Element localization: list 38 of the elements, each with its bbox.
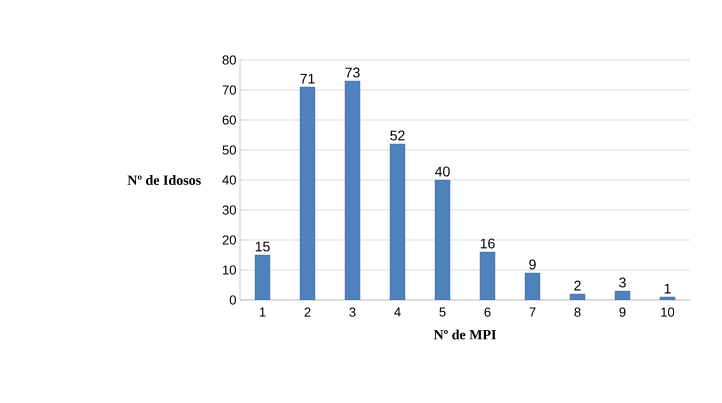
y-tick-label: 10 bbox=[223, 265, 236, 275]
x-tick-label: 4 bbox=[394, 308, 401, 316]
y-axis-title: Nº de Idosos bbox=[128, 175, 201, 185]
bar bbox=[390, 144, 406, 300]
data-label: 71 bbox=[300, 74, 315, 84]
x-tick-label: 1 bbox=[260, 308, 266, 316]
y-tick-label: 50 bbox=[222, 145, 236, 155]
data-label: 3 bbox=[619, 278, 626, 288]
data-label: 16 bbox=[480, 238, 495, 248]
x-axis-title: Nº de MPI bbox=[434, 330, 496, 340]
y-tick-label: 30 bbox=[222, 205, 236, 215]
x-tick-label: 5 bbox=[439, 308, 446, 317]
bar bbox=[300, 86, 316, 300]
x-tick-label: 8 bbox=[574, 308, 581, 317]
data-label: 73 bbox=[345, 68, 360, 78]
y-tick-label: 0 bbox=[230, 295, 236, 305]
y-tick-label: 60 bbox=[222, 115, 236, 125]
data-label: 15 bbox=[256, 242, 270, 252]
x-tick-label: 3 bbox=[349, 308, 356, 317]
x-tick-label: 2 bbox=[304, 308, 310, 317]
x-tick-label: 10 bbox=[661, 308, 674, 317]
data-label: 2 bbox=[574, 280, 581, 290]
y-tick-label: 40 bbox=[222, 175, 236, 185]
x-tick-label: 7 bbox=[530, 308, 536, 316]
bar bbox=[434, 180, 450, 300]
bar bbox=[344, 80, 360, 300]
bar bbox=[254, 254, 270, 300]
y-tick-label: 80 bbox=[222, 55, 236, 65]
bar bbox=[524, 272, 540, 300]
x-tick-label: 6 bbox=[484, 308, 491, 317]
data-label: 52 bbox=[390, 130, 405, 140]
data-label: 40 bbox=[435, 166, 450, 176]
data-label: 9 bbox=[529, 260, 536, 270]
y-tick-label: 20 bbox=[222, 235, 236, 245]
bar bbox=[480, 252, 496, 300]
data-label: 1 bbox=[664, 284, 671, 294]
y-tick-label: 70 bbox=[222, 85, 236, 95]
x-tick-label: 9 bbox=[619, 308, 626, 317]
